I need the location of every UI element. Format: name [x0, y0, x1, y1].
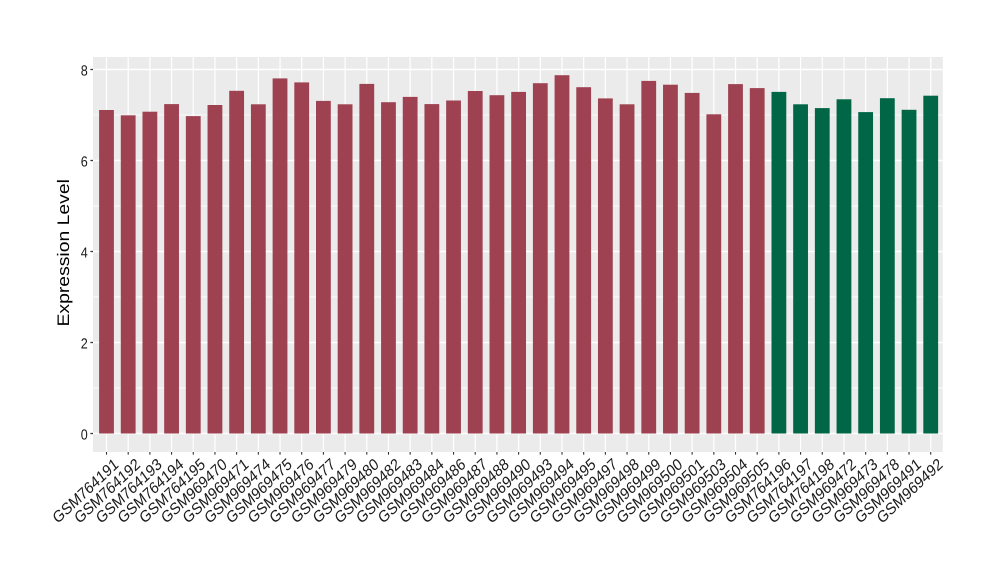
svg-text:4: 4	[81, 245, 88, 261]
svg-text:2: 2	[81, 336, 88, 352]
svg-text:Expression Level: Expression Level	[54, 179, 73, 326]
svg-text:0: 0	[81, 427, 88, 443]
svg-text:6: 6	[81, 154, 88, 170]
svg-text:8: 8	[81, 63, 88, 79]
